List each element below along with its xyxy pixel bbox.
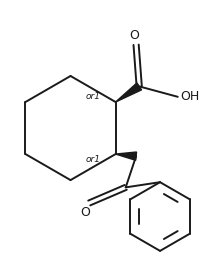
Text: O: O: [129, 29, 139, 42]
Text: O: O: [80, 206, 90, 219]
Text: OH: OH: [180, 90, 199, 103]
Polygon shape: [116, 152, 137, 160]
Text: or1: or1: [85, 155, 100, 164]
Polygon shape: [116, 83, 141, 102]
Text: or1: or1: [85, 92, 100, 101]
